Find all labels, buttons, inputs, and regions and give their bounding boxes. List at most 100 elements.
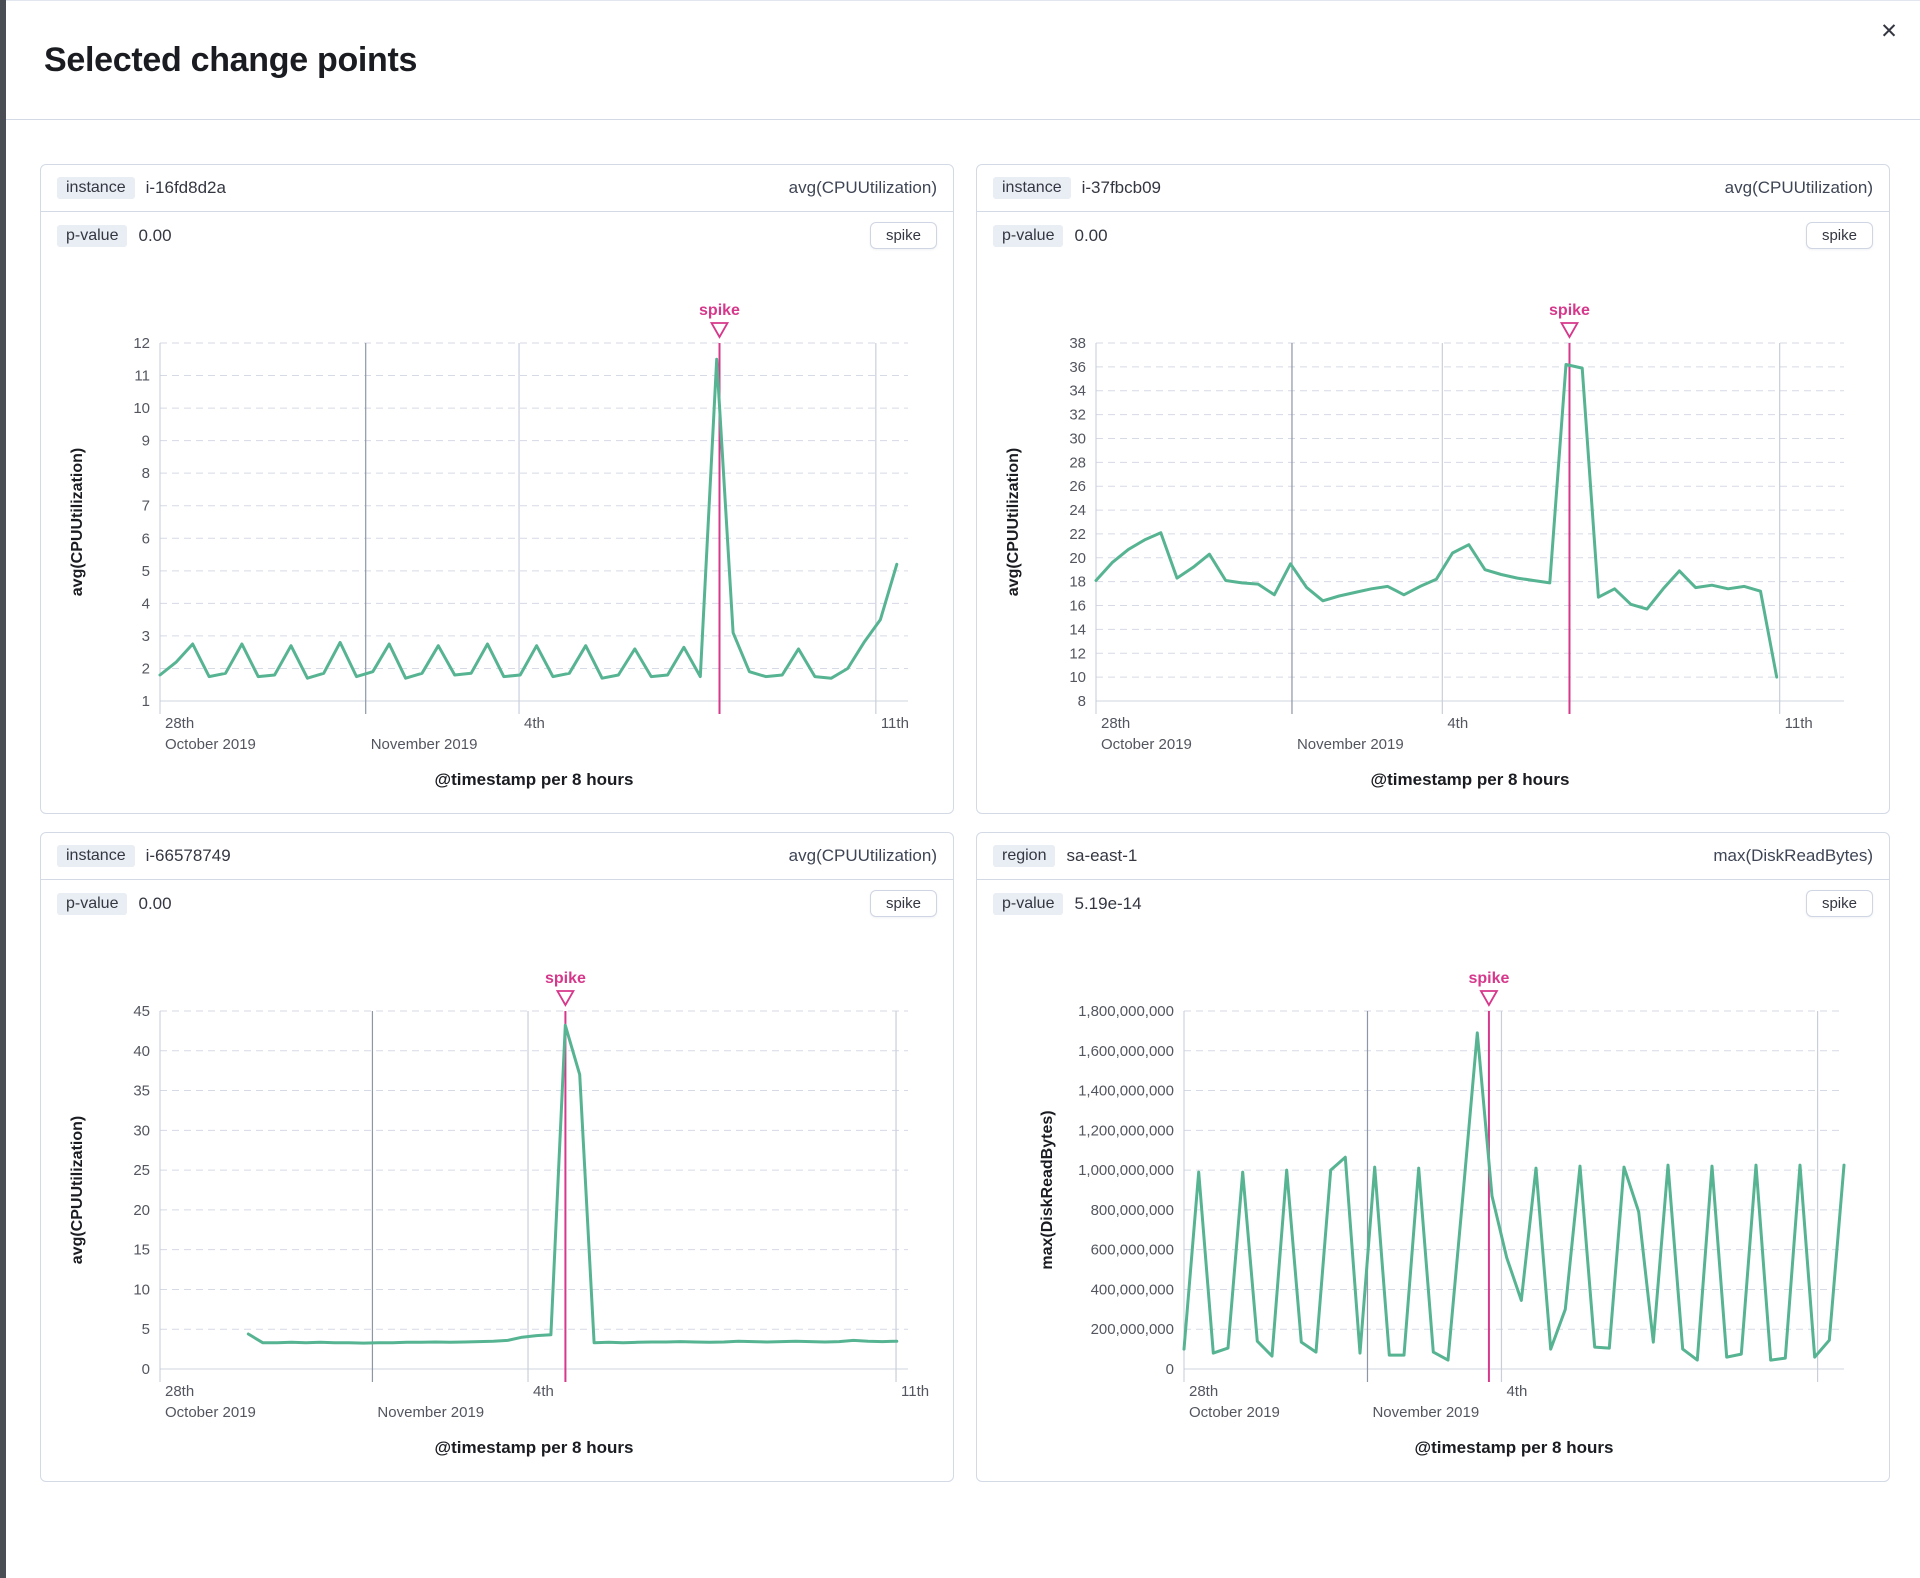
y-tick-label: 28 [1069,454,1086,471]
x-tick-label: 4th [1447,715,1468,732]
y-tick-label: 5 [141,1321,149,1338]
x-axis-title: @timestamp per 8 hours [1414,1438,1613,1457]
y-tick-label: 7 [141,498,149,515]
x-tick-label: November 2019 [1372,1404,1479,1421]
x-tick-label: November 2019 [377,1404,484,1421]
panels-grid: instance i-16fd8d2a avg(CPUUtilization) … [6,120,1920,1482]
y-tick-label: 600,000,000 [1090,1242,1173,1259]
spike-marker-icon [1559,322,1579,339]
field-value: i-66578749 [145,846,231,865]
field-badge: instance [57,845,135,867]
p-value: 0.00 [1074,225,1108,245]
metric-label: avg(CPUUtilization) [788,846,937,865]
change-point-panel: instance i-16fd8d2a avg(CPUUtilization) … [40,164,954,814]
y-tick-label: 9 [141,433,149,450]
p-value-badge: p-value [993,892,1064,915]
series-line [158,357,898,680]
x-tick-label: October 2019 [1189,1404,1280,1421]
chart-canvas: 0 5 10 15 20 25 30 35 40 45 28th October 2019 Novemb… [69,970,929,1457]
y-tick-label: 18 [1069,574,1086,591]
y-tick-label: 32 [1069,407,1086,424]
change-type-button[interactable]: spike [1805,222,1873,249]
p-value: 0.00 [138,893,172,913]
panel-header-row: instance i-66578749 avg(CPUUtilization) [41,833,953,880]
y-tick-label: 24 [1069,502,1086,519]
x-axis-title: @timestamp per 8 hours [434,770,633,789]
field-value: i-37fbcb09 [1081,178,1161,197]
x-tick-label: 4th [1506,1383,1527,1400]
field-badge: region [993,845,1056,867]
y-tick-label: 8 [1077,693,1085,710]
x-tick-label: 28th [1189,1383,1218,1400]
spike-annotation-label: spike [699,302,740,319]
change-point-panel: instance i-66578749 avg(CPUUtilization) … [40,832,954,1482]
x-tick-label: 11th [1784,715,1812,732]
spike-annotation-label: spike [1549,302,1590,319]
change-point-panel: region sa-east-1 max(DiskReadBytes) p-va… [976,832,1890,1482]
p-value-badge: p-value [57,892,128,915]
y-axis-title: avg(CPUUtilization) [69,448,86,596]
field-badge: instance [993,177,1071,199]
x-tick-label: 4th [533,1383,554,1400]
p-value: 5.19e-14 [1074,893,1142,913]
x-tick-label: October 2019 [165,1404,256,1421]
panel-header-row: instance i-16fd8d2a avg(CPUUtilization) [41,165,953,212]
panel-stats-row: p-value 0.00 spike [41,880,953,927]
panel-stats-row: p-value 5.19e-14 spike [977,880,1889,927]
x-tick-label: November 2019 [1296,736,1403,753]
x-tick-label: November 2019 [370,736,477,753]
change-point-panel: instance i-37fbcb09 avg(CPUUtilization) … [976,164,1890,814]
x-tick-label: October 2019 [165,736,256,753]
y-tick-label: 40 [133,1043,150,1060]
y-tick-label: 1,000,000,000 [1078,1162,1174,1179]
y-tick-label: 3 [141,628,149,645]
panel-stats-row: p-value 0.00 spike [977,212,1889,259]
series-line [1182,1031,1845,1362]
p-value-badge: p-value [57,224,128,247]
x-axis-title: @timestamp per 8 hours [434,1438,633,1457]
y-tick-label: 36 [1069,359,1086,376]
field-value: sa-east-1 [1066,846,1138,865]
page-title: Selected change points [44,40,418,79]
spike-annotation-label: spike [544,970,585,987]
y-tick-label: 30 [133,1122,150,1139]
x-tick-label: 28th [165,715,194,732]
y-tick-label: 38 [1069,335,1086,352]
p-value: 0.00 [138,225,172,245]
y-tick-label: 400,000,000 [1090,1281,1173,1298]
spike-marker-icon [1478,990,1498,1007]
y-tick-label: 10 [1069,669,1086,686]
y-axis-title: max(DiskReadBytes) [1039,1110,1056,1269]
y-tick-label: 1,600,000,000 [1078,1043,1174,1060]
change-type-button[interactable]: spike [1805,890,1873,917]
y-tick-label: 10 [133,1281,150,1298]
x-tick-label: 11th [901,1383,929,1400]
spike-marker-icon [709,322,729,339]
y-axis-title: avg(CPUUtilization) [1005,448,1022,596]
y-tick-label: 30 [1069,430,1086,447]
change-type-button[interactable]: spike [869,222,937,249]
y-tick-label: 35 [133,1083,150,1100]
x-tick-label: 4th [524,715,545,732]
y-tick-label: 11 [134,368,150,385]
y-tick-label: 25 [133,1162,150,1179]
series-line [246,1023,898,1345]
spike-annotation-label: spike [1468,970,1509,987]
y-tick-label: 16 [1069,598,1086,615]
background-page-edge [0,0,6,1578]
change-points-modal: Selected change points ✕ instance i-16fd… [6,0,1920,1578]
y-tick-label: 45 [133,1003,150,1020]
field-value: i-16fd8d2a [145,178,226,197]
x-tick-label: 28th [1101,715,1130,732]
close-icon[interactable]: ✕ [1872,15,1906,49]
panel-header-row: region sa-east-1 max(DiskReadBytes) [977,833,1889,880]
y-tick-label: 800,000,000 [1090,1202,1173,1219]
y-tick-label: 200,000,000 [1090,1321,1173,1338]
y-tick-label: 20 [133,1202,150,1219]
spike-marker-icon [555,990,575,1007]
panel-stats-row: p-value 0.00 spike [41,212,953,259]
x-tick-label: 28th [165,1383,194,1400]
change-type-button[interactable]: spike [869,890,937,917]
y-tick-label: 1,800,000,000 [1078,1003,1174,1020]
